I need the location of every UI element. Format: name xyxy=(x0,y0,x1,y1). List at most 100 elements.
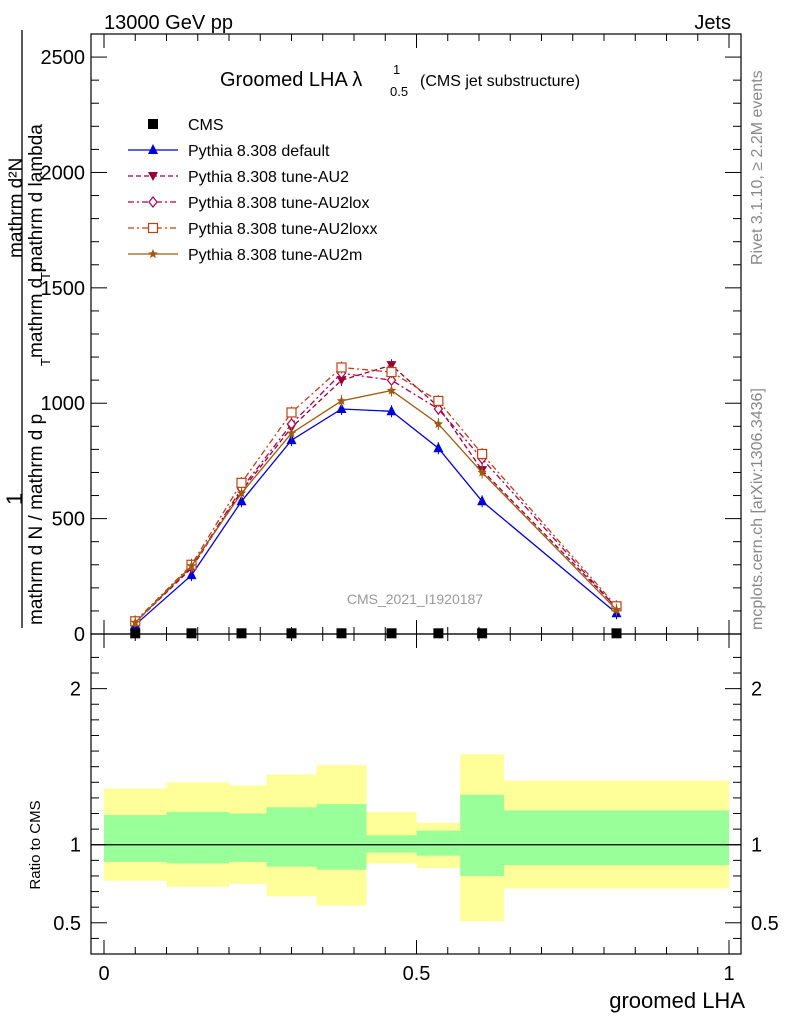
chart-title-sub: 0.5 xyxy=(390,84,408,99)
legend-entry-3: Pythia 8.308 tune-AU2lox xyxy=(128,195,369,212)
y-tick-label-main: 1500 xyxy=(41,278,86,300)
chart-title-sup: 1 xyxy=(393,62,400,77)
series-point xyxy=(336,395,347,405)
series-point xyxy=(477,495,488,506)
y-tick-label-main: 1000 xyxy=(41,393,86,415)
series-line-5 xyxy=(134,389,617,623)
legend-label: CMS xyxy=(188,117,224,134)
series-point xyxy=(433,442,444,453)
y-label-denominator-line1: mathrm d N / mathrm d p xyxy=(26,414,47,625)
series-point xyxy=(286,407,297,418)
y-axis-ticks-main: 0 500 1000 1500 2000 2500 xyxy=(41,33,741,646)
chart-title-suffix: (CMS jet substructure) xyxy=(420,73,580,90)
y-label-denominator-t2: T xyxy=(38,272,53,280)
y-label-denominator-t1: T xyxy=(38,358,53,366)
y-label-one: 1 xyxy=(2,493,27,505)
chart-title-text: Groomed LHA xyxy=(220,69,348,91)
ratio-band-green-8 xyxy=(504,810,729,866)
legend-marker xyxy=(148,249,158,258)
y-tick-label-ratio-right: 0.5 xyxy=(751,913,779,935)
x-tick-label: 1 xyxy=(723,963,734,985)
series-point xyxy=(336,376,347,386)
legend-label: Pythia 8.308 tune-AU2loxx xyxy=(188,221,377,238)
series-line-4 xyxy=(134,366,617,622)
legend-marker xyxy=(148,119,158,129)
y-tick-label-main: 500 xyxy=(52,509,85,531)
series-point xyxy=(236,477,247,488)
series-line-2 xyxy=(134,364,617,623)
series-point xyxy=(611,628,622,639)
series-5 xyxy=(130,384,622,629)
ratio-band-green-3 xyxy=(266,807,317,867)
series-3 xyxy=(130,367,622,628)
series-point xyxy=(336,628,347,639)
y-tick-label-main: 2500 xyxy=(41,47,86,69)
y-label-numerator-dn: mathrm d²N xyxy=(6,158,27,258)
x-axis-ticks: 0 0.5 1 xyxy=(98,34,735,985)
x-tick-label: 0 xyxy=(98,963,109,985)
series-point xyxy=(433,628,444,639)
series-point xyxy=(386,361,397,371)
series-point xyxy=(336,403,347,413)
y-label-denominator-line3: mathrm d lambda xyxy=(26,124,47,272)
y-axis-ticks-ratio: 0.5 0.5 1 1 2 2 xyxy=(53,656,779,939)
legend-entry-2: Pythia 8.308 tune-AU2 xyxy=(128,169,349,186)
series-point xyxy=(433,395,444,407)
series-point xyxy=(236,488,247,498)
legend-marker xyxy=(148,172,158,181)
series-2 xyxy=(130,359,622,629)
y-tick-label-main: 0 xyxy=(74,624,85,646)
ratio-bands xyxy=(104,754,729,922)
legend-marker xyxy=(148,144,158,154)
ratio-plot-area: 0 0.5 10.5 0.51 12 2 xyxy=(53,34,779,985)
header-right-label: Jets xyxy=(694,12,731,34)
series-point xyxy=(477,467,487,477)
legend-label: Pythia 8.308 default xyxy=(188,143,330,160)
series-point xyxy=(433,403,444,415)
series-point xyxy=(130,617,140,627)
y-tick-label-ratio-right: 2 xyxy=(751,679,762,701)
chart-title: Groomed LHA λ xyxy=(220,69,362,91)
series-point xyxy=(186,628,197,639)
series-point xyxy=(433,419,444,428)
series-point xyxy=(386,405,397,416)
ratio-band-green-7 xyxy=(460,794,504,876)
y-label-denominator-line2: mathrm d p xyxy=(26,262,47,358)
y-tick-label-ratio-left: 0.5 xyxy=(53,913,81,935)
legend-label: Pythia 8.308 tune-AU2 xyxy=(188,169,349,186)
series-point xyxy=(386,385,397,395)
mcplots-source-label: mcplots.cern.ch [arXiv:1306.3436] xyxy=(749,388,766,630)
x-tick-label: 0.5 xyxy=(403,963,431,985)
legend: CMS Pythia 8.308 default Pythia 8.308 tune… xyxy=(128,117,377,264)
legend-entry-0: CMS xyxy=(148,117,224,134)
ratio-band-green-6 xyxy=(416,830,461,856)
ratio-band-green-0 xyxy=(104,815,167,862)
legend-entry-1: Pythia 8.308 default xyxy=(128,143,330,160)
legend-entry-4: Pythia 8.308 tune-AU2loxx xyxy=(128,221,377,238)
y-tick-label-ratio-left: 1 xyxy=(70,835,81,857)
series-point xyxy=(477,448,488,460)
ratio-band-green-4 xyxy=(316,804,367,870)
series-point xyxy=(236,628,247,639)
series-point xyxy=(286,428,297,438)
y-tick-label-ratio-left: 2 xyxy=(70,679,81,701)
data-series xyxy=(130,359,622,639)
legend-label: Pythia 8.308 tune-AU2m xyxy=(188,247,362,264)
legend-marker xyxy=(148,196,158,208)
ratio-band-green-1 xyxy=(166,811,229,864)
y-tick-label-main: 2000 xyxy=(41,162,86,184)
chart-title-symbol: λ xyxy=(352,69,362,91)
y-axis-label-ratio: Ratio to CMS xyxy=(27,800,44,889)
header-left-label: 13000 GeV pp xyxy=(104,12,233,34)
series-point xyxy=(386,628,397,639)
rivet-version-label: Rivet 3.1.10, ≥ 2.2M events xyxy=(749,70,766,265)
x-axis-label: groomed LHA xyxy=(609,988,745,1013)
y-tick-label-ratio-right: 1 xyxy=(751,835,762,857)
legend-label: Pythia 8.308 tune-AU2lox xyxy=(188,195,369,212)
legend-marker xyxy=(147,222,159,234)
series-0 xyxy=(130,628,622,639)
series-point xyxy=(186,560,197,570)
ratio-band-green-5 xyxy=(366,835,417,853)
series-point xyxy=(336,362,347,373)
